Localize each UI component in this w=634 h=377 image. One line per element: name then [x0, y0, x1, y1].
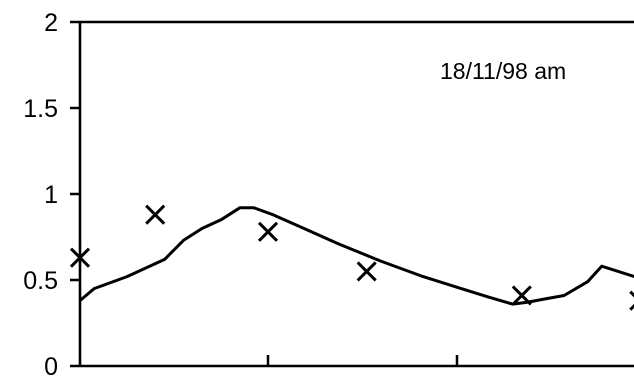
marker-stroke	[629, 290, 634, 298]
data-point-marker	[69, 247, 91, 268]
data-point-marker	[145, 204, 166, 225]
marker-stroke	[356, 261, 377, 282]
series-line	[79, 206, 634, 306]
data-point-marker	[257, 221, 279, 242]
y-tick-label: 2	[44, 9, 58, 37]
series-markers-layer	[69, 204, 634, 311]
data-point-marker	[356, 261, 377, 282]
y-tick-label: 1	[44, 181, 58, 209]
data-point-marker	[629, 290, 634, 311]
series-line-layer	[79, 206, 634, 306]
y-tick-label: 0	[44, 353, 58, 377]
y-tick-label: 0.5	[23, 267, 58, 295]
marker-stroke	[69, 247, 91, 268]
marker-stroke	[257, 221, 279, 242]
marker-stroke	[145, 204, 166, 225]
y-axis-ticks: 0 0.5 1 1.5 2	[23, 9, 80, 377]
marker-stroke	[629, 303, 634, 311]
data-point-marker	[511, 285, 532, 306]
plot-area: 0 0.5 1 1.5 2 18/11/98 am	[23, 9, 634, 377]
y-tick-label: 1.5	[23, 95, 58, 123]
chart-annotation: 18/11/98 am	[440, 58, 566, 84]
marker-stroke	[511, 285, 532, 306]
